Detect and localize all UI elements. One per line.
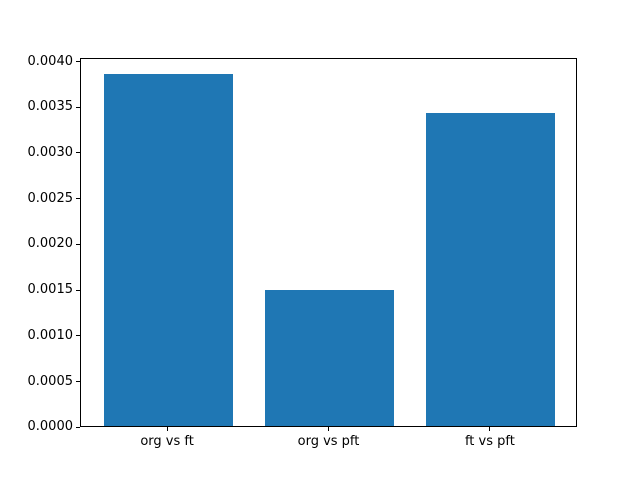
bar-ft-vs-pft: [426, 112, 556, 427]
y-tick-mark: [76, 289, 80, 291]
x-tick-mark: [489, 427, 491, 432]
y-tick-mark: [76, 152, 80, 154]
y-tick-label: 0.0020: [27, 236, 74, 252]
bar-org-vs-ft: [103, 74, 233, 427]
y-tick-mark: [76, 61, 80, 62]
x-tick-label: org vs pft: [297, 434, 360, 450]
bar-org-vs-pft: [265, 290, 395, 427]
y-tick-label: 0.0015: [27, 282, 74, 298]
y-tick-mark: [76, 198, 80, 200]
y-tick-mark: [76, 335, 80, 337]
y-tick-label: 0.0000: [27, 419, 74, 435]
y-tick-label: 0.0005: [27, 373, 74, 389]
y-tick-label: 0.0010: [27, 327, 74, 343]
y-tick-mark: [76, 243, 80, 245]
y-tick-label: 0.0035: [27, 99, 74, 115]
y-tick-label: 0.0040: [27, 53, 74, 69]
y-tick-mark: [76, 381, 80, 382]
x-tick-label: org vs ft: [140, 434, 194, 450]
y-tick-mark: [76, 426, 80, 428]
x-tick-mark: [328, 427, 329, 432]
y-tick-label: 0.0030: [27, 144, 74, 160]
x-tick-label: ft vs pft: [464, 434, 515, 450]
y-tick-label: 0.0025: [27, 190, 74, 206]
plot-area: [80, 57, 577, 428]
y-tick-mark: [76, 106, 80, 108]
x-tick-mark: [166, 427, 168, 432]
